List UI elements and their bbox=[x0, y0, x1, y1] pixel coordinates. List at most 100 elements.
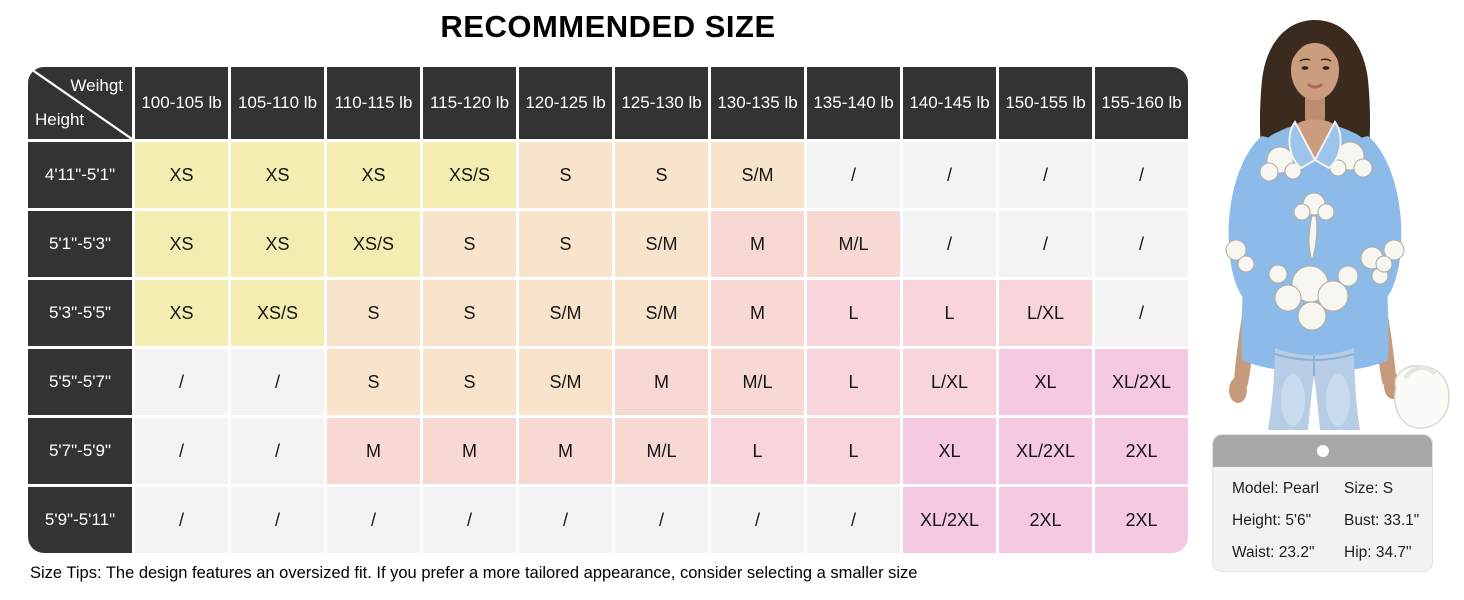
size-cell: XL bbox=[903, 418, 996, 484]
weight-header-cell: 100-105 lb bbox=[135, 67, 228, 139]
tag-top-bar bbox=[1213, 435, 1432, 467]
weight-header-cell: 135-140 lb bbox=[807, 67, 900, 139]
size-cell: / bbox=[519, 487, 612, 553]
size-cell: / bbox=[231, 349, 324, 415]
size-cell: XL bbox=[999, 349, 1092, 415]
size-cell: XS bbox=[231, 142, 324, 208]
size-cell: / bbox=[999, 142, 1092, 208]
size-cell: XS bbox=[327, 142, 420, 208]
size-cell: S/M bbox=[519, 349, 612, 415]
size-cell: L/XL bbox=[903, 349, 996, 415]
model-stats: Model: Pearl Size: S Height: 5'6" Bust: … bbox=[1213, 467, 1432, 562]
size-cell: / bbox=[903, 142, 996, 208]
size-cell: M/L bbox=[711, 349, 804, 415]
height-axis-label: Height bbox=[35, 110, 85, 129]
weight-header-cell: 150-155 lb bbox=[999, 67, 1092, 139]
tag-hole-icon bbox=[1316, 445, 1329, 457]
size-cell: XS bbox=[231, 211, 324, 277]
size-tip-text: Size Tips: The design features an oversi… bbox=[30, 564, 918, 582]
weight-header-cell: 120-125 lb bbox=[519, 67, 612, 139]
model-waist: Waist: 23.2" bbox=[1232, 544, 1315, 561]
size-cell: M bbox=[423, 418, 516, 484]
size-cell: M bbox=[327, 418, 420, 484]
weight-header-cell: 155-160 lb bbox=[1095, 67, 1188, 139]
weight-header-cell: 110-115 lb bbox=[327, 67, 420, 139]
model-size: Size: S bbox=[1344, 480, 1394, 497]
size-cell: S bbox=[423, 349, 516, 415]
size-cell: L bbox=[807, 349, 900, 415]
size-cell: / bbox=[135, 487, 228, 553]
size-cell: L bbox=[807, 280, 900, 346]
size-cell: M bbox=[615, 349, 708, 415]
size-cell: / bbox=[423, 487, 516, 553]
size-cell: XL/2XL bbox=[1095, 349, 1188, 415]
model-bust: Bust: 33.1" bbox=[1344, 512, 1420, 529]
size-cell: XS bbox=[135, 211, 228, 277]
size-table: Weihgt Height 100-105 lb 105-110 lb 110-11… bbox=[28, 67, 1188, 553]
size-cell: S/M bbox=[615, 211, 708, 277]
size-cell: / bbox=[807, 487, 900, 553]
model-photo bbox=[1225, 20, 1450, 430]
size-cell: M/L bbox=[807, 211, 900, 277]
size-cell: / bbox=[807, 142, 900, 208]
model-info-card: Model: Pearl Size: S Height: 5'6" Bust: … bbox=[1212, 434, 1433, 572]
size-cell: M/L bbox=[615, 418, 708, 484]
height-label-cell: 5'7"-5'9" bbox=[28, 418, 132, 484]
size-cell: / bbox=[615, 487, 708, 553]
height-label-cell: 5'1"-5'3" bbox=[28, 211, 132, 277]
size-cell: S bbox=[327, 280, 420, 346]
size-cell: XL/2XL bbox=[999, 418, 1092, 484]
size-cell: S bbox=[423, 280, 516, 346]
size-cell: XS bbox=[135, 280, 228, 346]
model-height: Height: 5'6" bbox=[1232, 512, 1312, 529]
size-cell: / bbox=[327, 487, 420, 553]
size-cell: M bbox=[519, 418, 612, 484]
size-cell: / bbox=[1095, 142, 1188, 208]
size-cell: / bbox=[231, 487, 324, 553]
size-cell: XS/S bbox=[423, 142, 516, 208]
size-cell: S/M bbox=[711, 142, 804, 208]
size-cell: 2XL bbox=[1095, 487, 1188, 553]
height-label-cell: 4'11"-5'1" bbox=[28, 142, 132, 208]
size-cell: / bbox=[903, 211, 996, 277]
size-cell: L bbox=[903, 280, 996, 346]
page-title: RECOMMENDED SIZE bbox=[440, 9, 776, 44]
size-cell: L bbox=[711, 418, 804, 484]
weight-header-cell: 105-110 lb bbox=[231, 67, 324, 139]
weight-header-cell: 125-130 lb bbox=[615, 67, 708, 139]
height-label-cell: 5'9"-5'11" bbox=[28, 487, 132, 553]
height-label-cell: 5'5"-5'7" bbox=[28, 349, 132, 415]
size-cell: M bbox=[711, 280, 804, 346]
size-cell: XL/2XL bbox=[903, 487, 996, 553]
weight-header-cell: 115-120 lb bbox=[423, 67, 516, 139]
size-cell: S bbox=[327, 349, 420, 415]
size-cell: L/XL bbox=[999, 280, 1092, 346]
model-hip: Hip: 34.7" bbox=[1344, 544, 1412, 561]
size-cell: S bbox=[519, 211, 612, 277]
size-cell: XS/S bbox=[231, 280, 324, 346]
weight-axis-label: Weihgt bbox=[70, 76, 123, 95]
size-cell: M bbox=[711, 211, 804, 277]
size-cell: S bbox=[615, 142, 708, 208]
size-cell: 2XL bbox=[999, 487, 1092, 553]
size-cell: XS bbox=[135, 142, 228, 208]
corner-header-cell: Weihgt Height bbox=[28, 67, 132, 139]
size-cell: S/M bbox=[519, 280, 612, 346]
height-label-cell: 5'3"-5'5" bbox=[28, 280, 132, 346]
size-cell: XS/S bbox=[327, 211, 420, 277]
size-cell: L bbox=[807, 418, 900, 484]
size-cell: / bbox=[999, 211, 1092, 277]
weight-header-cell: 130-135 lb bbox=[711, 67, 804, 139]
size-cell: / bbox=[231, 418, 324, 484]
size-cell: / bbox=[711, 487, 804, 553]
model-name: Model: Pearl bbox=[1232, 480, 1320, 497]
size-cell: / bbox=[1095, 211, 1188, 277]
weight-header-cell: 140-145 lb bbox=[903, 67, 996, 139]
size-cell: S/M bbox=[615, 280, 708, 346]
diagonal-divider bbox=[28, 67, 132, 139]
size-cell: 2XL bbox=[1095, 418, 1188, 484]
size-cell: / bbox=[135, 349, 228, 415]
size-cell: S bbox=[519, 142, 612, 208]
size-cell: S bbox=[423, 211, 516, 277]
